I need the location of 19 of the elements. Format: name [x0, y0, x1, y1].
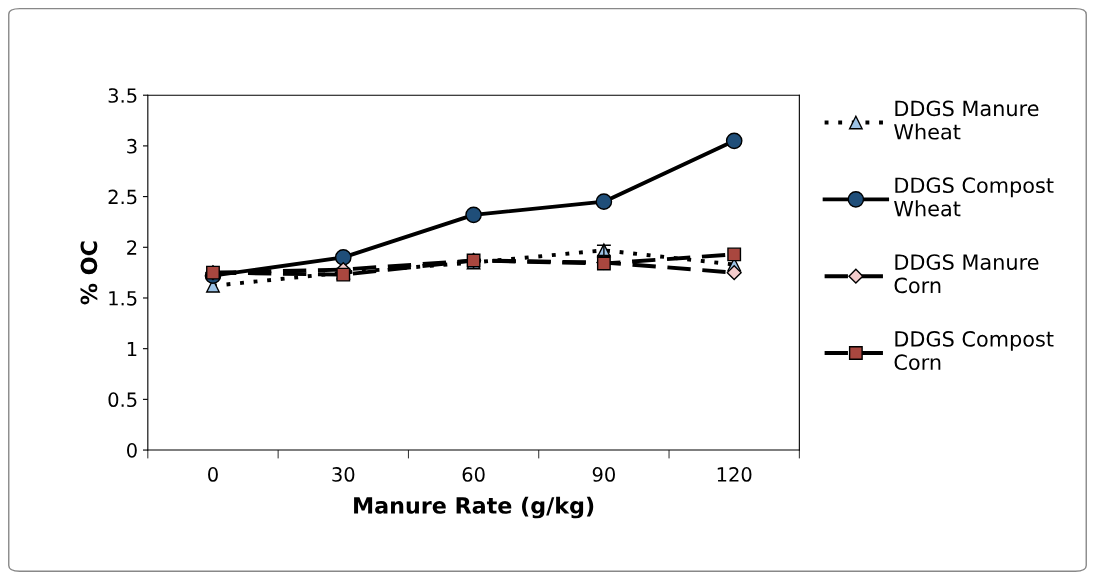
x-tick-label: 60 — [462, 467, 485, 482]
x-tick-label: 120 — [717, 467, 752, 482]
legend-label: DDGS Manure Corn — [894, 254, 1039, 294]
x-tick-label: 90 — [592, 467, 615, 482]
y-axis-title: % OC — [80, 241, 98, 305]
x-axis-title: Manure Rate (g/kg) — [354, 496, 594, 519]
legend-label: DDGS Manure Wheat — [894, 100, 1039, 140]
y-tick-label: 1.5 — [109, 291, 137, 306]
legend-label: DDGS Compost Corn — [894, 331, 1054, 371]
y-tick-label: 1 — [127, 341, 137, 357]
legend-label: DDGS Compost Wheat — [894, 177, 1054, 217]
y-tick-label: 2 — [127, 240, 137, 255]
y-tick-label: 0 — [127, 443, 137, 458]
y-tick-label: 2.5 — [108, 189, 137, 205]
x-tick-label: 0 — [208, 467, 218, 482]
x-tick-label: 30 — [332, 467, 355, 482]
y-tick-label: 0.5 — [108, 392, 137, 408]
y-tick-label: 3 — [127, 138, 137, 154]
y-tick-label: 3.5 — [108, 88, 137, 103]
